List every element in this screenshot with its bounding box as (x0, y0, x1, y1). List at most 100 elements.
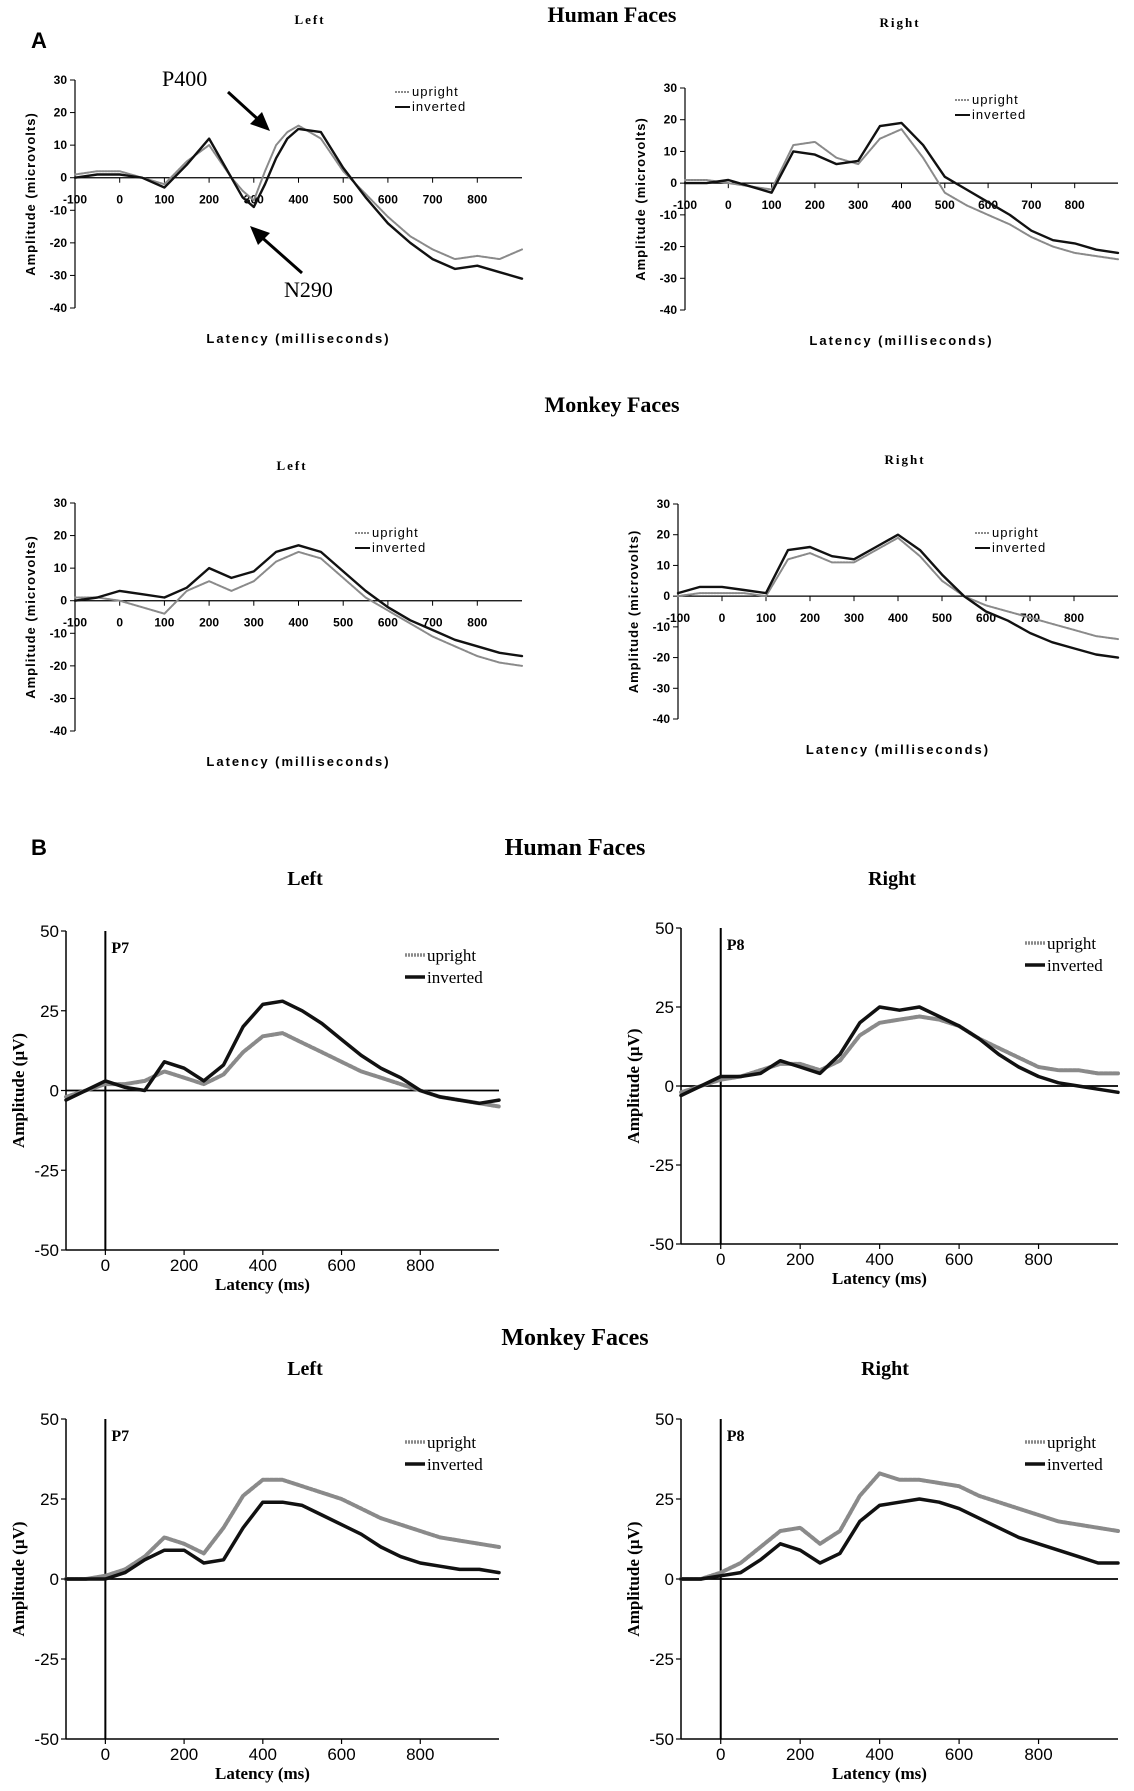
x-tick-label: 0 (101, 1256, 110, 1275)
x-tick-label: -100 (63, 616, 87, 630)
y-axis-label: Amplitude (µV) (624, 1028, 643, 1143)
x-tick-label: 600 (327, 1256, 355, 1275)
y-tick-label: 20 (54, 529, 68, 543)
x-axis-label: Latency (ms) (215, 1764, 310, 1783)
x-tick-label: 200 (786, 1250, 814, 1269)
x-tick-label: 100 (154, 193, 174, 207)
b-human-title: Human Faces (505, 835, 646, 861)
legend-label-inverted: inverted (427, 968, 483, 987)
electrode-label: P8 (727, 1428, 745, 1445)
y-tick-label: 30 (54, 496, 68, 510)
x-tick-label: -100 (666, 611, 690, 625)
panel-label-b: B (31, 835, 47, 860)
a-human-right-label: Right (879, 15, 920, 30)
b-human-left-label: Left (287, 868, 323, 890)
legend-label-inverted: inverted (372, 540, 426, 555)
y-tick-label: 0 (663, 589, 670, 603)
y-tick-label: -10 (50, 626, 68, 640)
legend-label-upright: upright (1047, 1433, 1096, 1452)
x-tick-label: 200 (800, 611, 820, 625)
legend-label-upright: upright (992, 525, 1039, 540)
b-monkey-title: Monkey Faces (501, 1325, 648, 1351)
y-tick-label: -25 (649, 1650, 674, 1669)
annotation-p400: P400 (162, 66, 270, 131)
x-tick-label: 0 (716, 1250, 725, 1269)
y-tick-label: -20 (660, 240, 678, 254)
x-tick-label: 600 (976, 611, 996, 625)
y-tick-label: -40 (50, 724, 68, 738)
legend-label-upright: upright (972, 92, 1019, 107)
electrode-label: P7 (111, 940, 129, 957)
x-tick-label: 0 (116, 616, 123, 630)
series-line-inverted (683, 121, 1120, 255)
b-monkey-left-label: Left (287, 1358, 323, 1380)
x-tick-label: 400 (288, 616, 308, 630)
x-tick-label: 200 (805, 198, 825, 212)
y-axis-label: Amplitude (microvolts) (23, 535, 38, 699)
x-tick-label: 800 (1065, 198, 1085, 212)
y-tick-label: 25 (655, 998, 674, 1017)
legend-label-inverted: inverted (1047, 1455, 1103, 1474)
x-tick-label: -100 (63, 193, 87, 207)
x-tick-label: 600 (378, 193, 398, 207)
y-tick-label: -10 (50, 203, 68, 217)
x-tick-label: 0 (725, 198, 732, 212)
y-tick-label: -25 (34, 1650, 59, 1669)
chart-b-human-left: 50 25 0 -25 -50 0 200 400 600 800 Latency (ms) Ampl… (9, 922, 501, 1294)
x-tick-label: 800 (1024, 1250, 1052, 1269)
y-tick-label: -20 (50, 236, 68, 250)
x-tick-label: 400 (865, 1250, 893, 1269)
x-tick-label: 500 (932, 611, 952, 625)
series-line-upright (74, 124, 523, 261)
x-tick-label: 200 (170, 1256, 198, 1275)
x-tick-label: 500 (935, 198, 955, 212)
y-axis-label: Amplitude (microvolts) (633, 117, 648, 281)
series-line-inverted (679, 1005, 1120, 1098)
x-tick-label: 800 (1064, 611, 1084, 625)
chart-b-monkey-right: 50 25 0 -25 -50 0 200 400 600 800 Latency (ms) Ampl… (624, 1410, 1120, 1783)
series-line-inverted (64, 1500, 501, 1581)
series-line-inverted (73, 544, 524, 658)
y-tick-label: -25 (649, 1156, 674, 1175)
legend-label-upright: upright (1047, 934, 1096, 953)
y-tick-label: 25 (40, 1002, 59, 1021)
x-tick-label: 800 (467, 193, 487, 207)
series-line-upright (64, 1477, 501, 1581)
x-tick-label: 600 (378, 616, 398, 630)
y-tick-label: 30 (664, 81, 678, 95)
x-axis-label: Latency (ms) (832, 1764, 927, 1783)
x-tick-label: 300 (244, 616, 264, 630)
x-tick-label: 400 (888, 611, 908, 625)
y-tick-label: 20 (664, 113, 678, 127)
legend-label-upright: upright (427, 946, 476, 965)
y-tick-label: 10 (657, 558, 671, 572)
x-tick-label: 700 (1021, 198, 1041, 212)
y-tick-label: 10 (54, 138, 68, 152)
x-tick-label: 500 (333, 193, 353, 207)
p400-arrow-head (250, 112, 270, 131)
x-tick-label: 600 (327, 1745, 355, 1764)
a-monkey-right-label: Right (884, 452, 925, 467)
x-tick-label: 800 (406, 1256, 434, 1275)
n290-arrow-shaft (257, 232, 303, 275)
a-monkey-left-label: Left (276, 458, 307, 473)
y-tick-label: -30 (50, 268, 68, 282)
y-tick-label: -30 (653, 681, 671, 695)
x-tick-label: 0 (716, 1745, 725, 1764)
y-tick-label: 30 (657, 497, 671, 511)
x-tick-label: 800 (406, 1745, 434, 1764)
x-axis-label: Latency (milliseconds) (206, 331, 390, 346)
x-tick-label: 500 (333, 616, 353, 630)
x-tick-label: 600 (945, 1250, 973, 1269)
x-tick-label: 400 (865, 1745, 893, 1764)
x-tick-label: 100 (154, 616, 174, 630)
panel-label-a: A (31, 28, 47, 53)
a-monkey-title: Monkey Faces (544, 392, 679, 417)
y-tick-label: 25 (655, 1490, 674, 1509)
y-tick-label: 30 (54, 73, 68, 87)
x-tick-label: 600 (945, 1745, 973, 1764)
